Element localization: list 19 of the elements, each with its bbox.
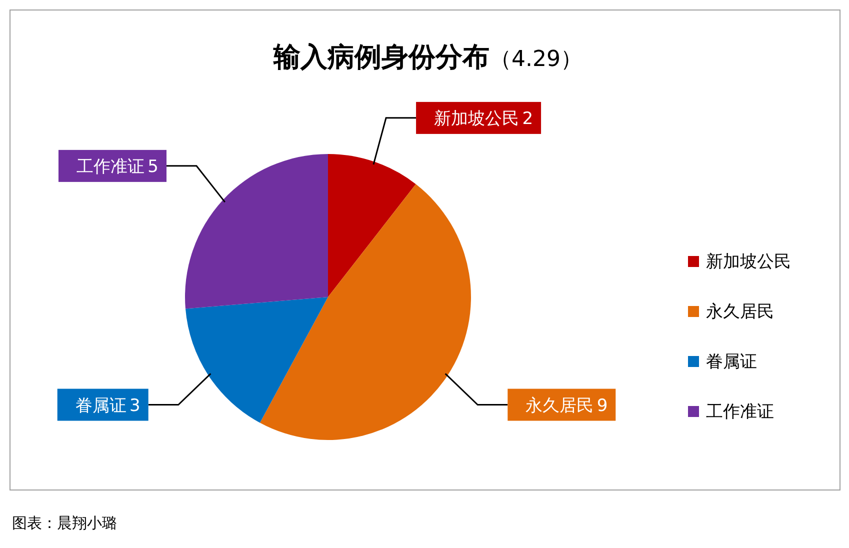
chart-title: 输入病例身份分布 xyxy=(272,42,490,73)
legend-label: 工作准证 xyxy=(706,402,774,422)
slice-label: 新加坡公民 xyxy=(434,108,520,129)
slice-label: 永久居民 xyxy=(526,396,594,416)
data-label: 2 xyxy=(522,108,534,129)
pie-slice xyxy=(185,297,328,423)
legend-label: 新加坡公民 xyxy=(706,252,791,272)
data-label: 3 xyxy=(130,396,140,416)
pie-slice xyxy=(328,154,416,297)
data-label: 5 xyxy=(148,156,158,177)
pie-slice xyxy=(185,154,328,309)
slice-label: 工作准证 xyxy=(76,156,144,177)
slice-label: 眷属证 xyxy=(75,396,126,416)
legend-label: 眷属证 xyxy=(706,352,757,372)
legend-label: 永久居民 xyxy=(706,302,774,322)
text: 图表：晨翔小璐 xyxy=(12,514,117,532)
data-label: 9 xyxy=(596,396,608,416)
chart-subtitle: （4.29） xyxy=(490,47,582,72)
pie-slice xyxy=(260,184,471,440)
